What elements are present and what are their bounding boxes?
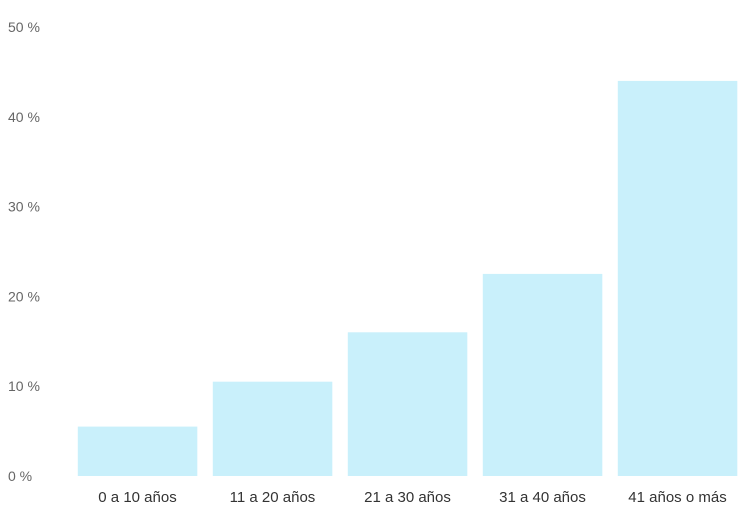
bars xyxy=(77,80,738,477)
bar xyxy=(77,426,198,476)
y-tick-label: 30 % xyxy=(8,199,40,215)
x-axis: 0 a 10 años 11 a 20 años 21 a 30 años 31 a … xyxy=(98,489,726,506)
y-axis: 0 % 10 % 20 % 30 % 40 % 50 % xyxy=(8,19,40,484)
bar xyxy=(212,381,333,476)
bar xyxy=(482,273,603,476)
y-tick-label: 40 % xyxy=(8,109,40,125)
x-tick-label: 0 a 10 años xyxy=(98,489,176,506)
bar xyxy=(347,332,468,476)
x-tick-label: 11 a 20 años xyxy=(230,489,316,506)
y-tick-label: 0 % xyxy=(8,468,32,484)
y-tick-label: 20 % xyxy=(8,288,40,304)
x-tick-label: 31 a 40 años xyxy=(499,489,586,506)
y-tick-label: 10 % xyxy=(8,378,40,394)
bar xyxy=(617,80,738,477)
y-tick-label: 50 % xyxy=(8,19,40,35)
x-tick-label: 21 a 30 años xyxy=(364,489,451,506)
x-tick-label: 41 años o más xyxy=(628,489,726,506)
